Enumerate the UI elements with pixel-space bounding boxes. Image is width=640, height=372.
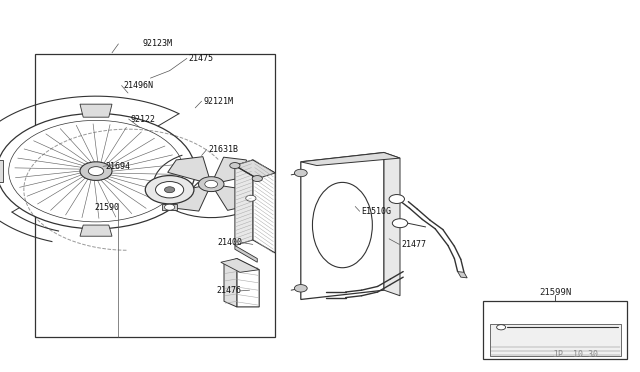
Text: JP  10 30: JP 10 30 <box>554 350 598 359</box>
Polygon shape <box>221 259 259 272</box>
Text: 92122: 92122 <box>131 115 156 124</box>
Circle shape <box>205 180 218 188</box>
Circle shape <box>246 195 256 201</box>
Circle shape <box>198 177 224 192</box>
Text: 21631B: 21631B <box>209 145 239 154</box>
Polygon shape <box>80 225 112 236</box>
Circle shape <box>164 204 175 210</box>
Circle shape <box>294 169 307 177</box>
Circle shape <box>230 163 240 169</box>
Polygon shape <box>235 160 253 246</box>
Circle shape <box>145 176 194 204</box>
Text: 21477: 21477 <box>401 240 426 249</box>
Polygon shape <box>458 272 467 278</box>
Text: 21599N: 21599N <box>539 288 572 296</box>
Polygon shape <box>301 153 400 166</box>
Polygon shape <box>235 246 257 262</box>
Polygon shape <box>211 184 257 210</box>
Polygon shape <box>0 160 3 182</box>
Polygon shape <box>253 160 275 253</box>
Bar <box>483 301 627 359</box>
Circle shape <box>80 162 112 180</box>
Bar <box>35 54 275 337</box>
Circle shape <box>497 325 506 330</box>
Text: 92121M: 92121M <box>204 97 234 106</box>
Circle shape <box>252 176 262 182</box>
Polygon shape <box>237 259 259 307</box>
Circle shape <box>88 167 104 176</box>
Polygon shape <box>211 157 256 184</box>
Circle shape <box>9 121 183 222</box>
Circle shape <box>392 219 408 228</box>
Text: 21475: 21475 <box>189 54 214 63</box>
Polygon shape <box>162 204 177 210</box>
Polygon shape <box>166 184 211 211</box>
Text: 92123M: 92123M <box>142 39 172 48</box>
Bar <box>490 324 621 356</box>
Circle shape <box>294 285 307 292</box>
Polygon shape <box>235 160 275 179</box>
Text: 21400: 21400 <box>218 238 243 247</box>
Circle shape <box>389 195 404 203</box>
Polygon shape <box>224 259 237 307</box>
Polygon shape <box>168 157 211 184</box>
Circle shape <box>156 182 184 198</box>
Text: 21590: 21590 <box>95 203 120 212</box>
Text: 21476: 21476 <box>216 286 241 295</box>
Circle shape <box>164 187 175 193</box>
Text: 21496N: 21496N <box>124 81 154 90</box>
Polygon shape <box>301 153 384 299</box>
Polygon shape <box>384 153 400 296</box>
Text: 21694: 21694 <box>105 162 130 171</box>
Circle shape <box>0 113 195 229</box>
Polygon shape <box>80 104 112 117</box>
Text: E1510G: E1510G <box>362 207 392 216</box>
